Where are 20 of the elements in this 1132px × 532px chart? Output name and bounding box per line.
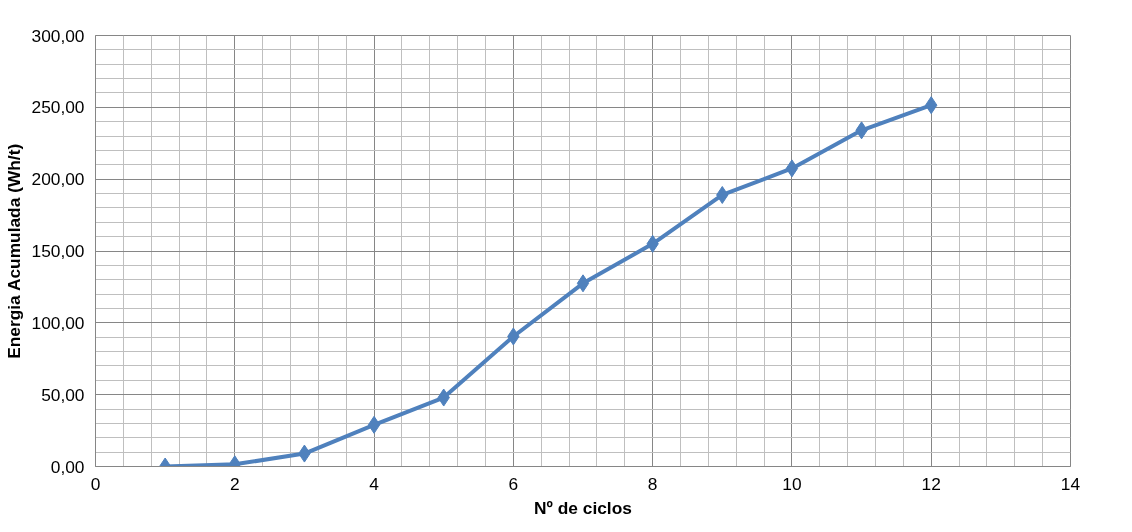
y-tick-label: 250,00 (31, 97, 85, 118)
y-tick-label: 150,00 (31, 241, 85, 261)
x-axis-title: Nº de ciclos (534, 497, 632, 518)
x-tick-label: 6 (508, 473, 519, 494)
x-tick-label: 2 (229, 473, 240, 494)
point (785, 159, 799, 178)
y-tick-label: 0,00 (50, 456, 85, 477)
point (576, 274, 590, 293)
y-tick-label: 300,00 (31, 25, 85, 46)
x-tick-label: 12 (921, 473, 941, 494)
point (367, 415, 381, 434)
x-tick-label: 0 (90, 473, 101, 494)
y-tick-label: 100,00 (31, 312, 85, 333)
x-tick-label: 8 (647, 473, 658, 494)
y-tick-label: 50,00 (41, 384, 85, 405)
x-tick-label: 10 (782, 473, 802, 494)
y-axis-title: Energia Acumulada (Wh/t) (3, 143, 24, 359)
x-tick-label: 4 (369, 473, 380, 494)
x-tick-label: 14 (1060, 473, 1081, 494)
y-tick-label: 200,00 (31, 169, 85, 190)
